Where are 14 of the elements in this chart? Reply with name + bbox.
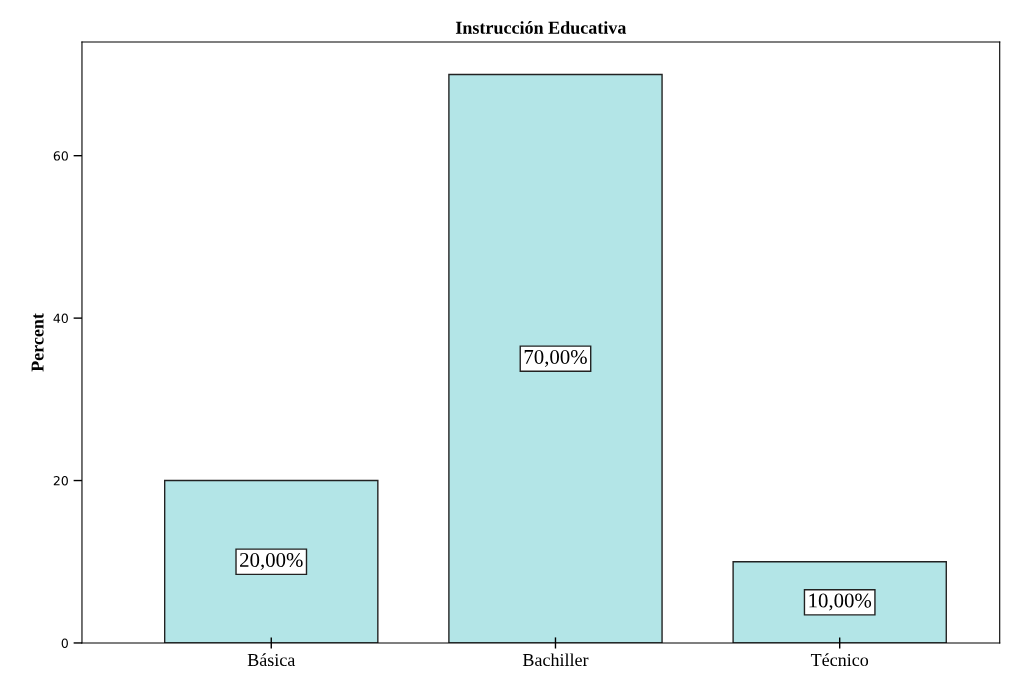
y-tick-label: 20 xyxy=(53,476,68,486)
y-tick-label: 60 xyxy=(53,151,68,161)
data-label: 20,00% xyxy=(240,552,303,570)
chart-title: Instrucción Educativa xyxy=(455,21,627,34)
x-tick-label: Técnico xyxy=(810,653,869,667)
y-tick-label: 0 xyxy=(61,638,68,648)
data-label: 70,00% xyxy=(524,349,587,367)
bar xyxy=(448,73,663,643)
x-tick-label: Bachiller xyxy=(522,653,589,667)
data-label: 10,00% xyxy=(809,593,872,611)
x-tick-label: Básica xyxy=(247,653,296,667)
bar xyxy=(163,479,379,643)
y-axis-title: Percent xyxy=(31,313,44,372)
y-tick-label: 40 xyxy=(53,313,68,324)
